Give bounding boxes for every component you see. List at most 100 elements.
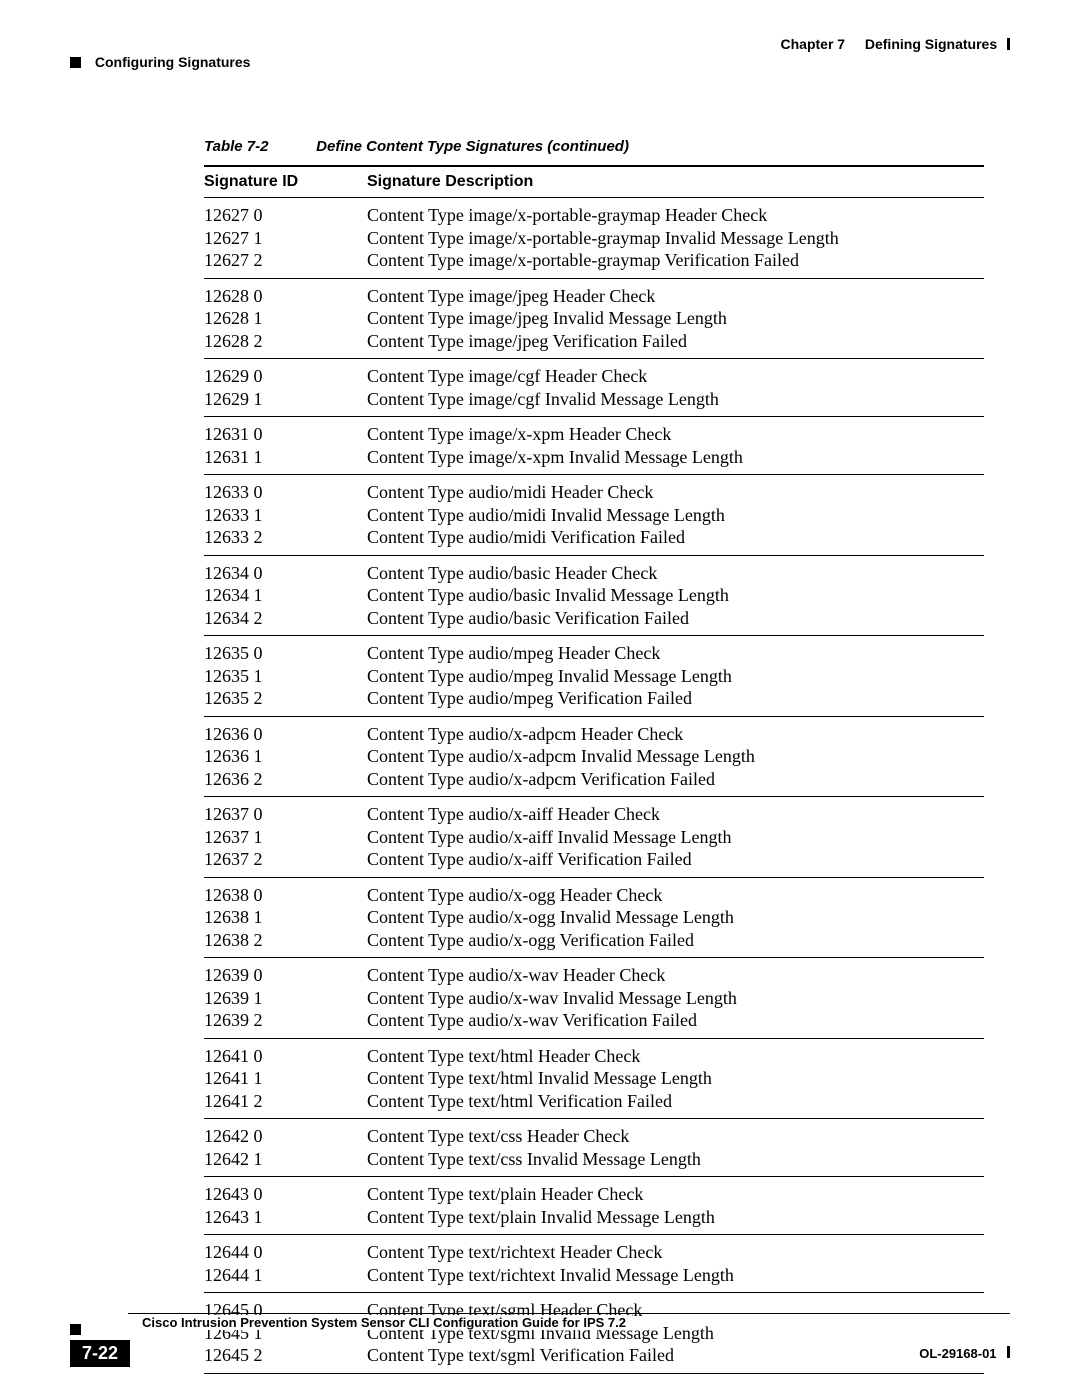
signature-id-line: 12636 1 bbox=[204, 745, 359, 768]
signature-id-line: 12628 2 bbox=[204, 330, 359, 353]
signature-id-line: 12635 0 bbox=[204, 642, 359, 665]
signature-desc-line: Content Type text/plain Invalid Message … bbox=[367, 1206, 976, 1229]
signature-desc-line: Content Type image/jpeg Header Check bbox=[367, 285, 976, 308]
cell-signature-id: 12627 012627 112627 2 bbox=[204, 198, 367, 279]
table-row: 12636 012636 112636 2Content Type audio/… bbox=[204, 716, 984, 797]
cell-signature-desc: Content Type audio/x-aiff Header CheckCo… bbox=[367, 797, 984, 878]
signature-id-line: 12627 1 bbox=[204, 227, 359, 250]
cell-signature-id: 12639 012639 112639 2 bbox=[204, 958, 367, 1039]
cell-signature-id: 12642 012642 1 bbox=[204, 1119, 367, 1177]
header-accent-bar bbox=[1007, 38, 1010, 50]
footer-rule bbox=[128, 1313, 1010, 1314]
signature-desc-line: Content Type text/richtext Header Check bbox=[367, 1241, 976, 1264]
signature-desc-line: Content Type audio/x-aiff Invalid Messag… bbox=[367, 826, 976, 849]
signature-desc-line: Content Type text/richtext Invalid Messa… bbox=[367, 1264, 976, 1287]
page-footer: Cisco Intrusion Prevention System Sensor… bbox=[70, 1313, 1010, 1367]
signature-desc-line: Content Type text/css Invalid Message Le… bbox=[367, 1148, 976, 1171]
cell-signature-id: 12631 012631 1 bbox=[204, 417, 367, 475]
signature-desc-line: Content Type audio/x-wav Header Check bbox=[367, 964, 976, 987]
table-row: 12634 012634 112634 2Content Type audio/… bbox=[204, 555, 984, 636]
signature-id-line: 12641 1 bbox=[204, 1067, 359, 1090]
table-row: 12629 012629 1Content Type image/cgf Hea… bbox=[204, 359, 984, 417]
signature-id-line: 12639 2 bbox=[204, 1009, 359, 1032]
signature-id-line: 12643 1 bbox=[204, 1206, 359, 1229]
signature-id-line: 12639 0 bbox=[204, 964, 359, 987]
table-row: 12644 012644 1 Content Type text/richtext… bbox=[204, 1235, 984, 1293]
signature-id-line: 12643 0 bbox=[204, 1183, 359, 1206]
chapter-title: Defining Signatures bbox=[865, 36, 997, 52]
book-title: Cisco Intrusion Prevention System Sensor… bbox=[142, 1315, 632, 1330]
table-row: 12638 012638 112638 2Content Type audio/… bbox=[204, 877, 984, 958]
signature-desc-line: Content Type audio/mpeg Invalid Message … bbox=[367, 665, 976, 688]
header-right: Chapter 7 Defining Signatures bbox=[781, 36, 1010, 52]
publication-id-wrap: OL-29168-01 bbox=[919, 1345, 1010, 1363]
signature-id-line: 12641 0 bbox=[204, 1045, 359, 1068]
signature-desc-line: Content Type audio/midi Header Check bbox=[367, 481, 976, 504]
table-row: 12627 012627 112627 2Content Type image/… bbox=[204, 198, 984, 279]
signature-desc-line: Content Type audio/mpeg Verification Fai… bbox=[367, 687, 976, 710]
signature-desc-line: Content Type audio/x-wav Verification Fa… bbox=[367, 1009, 976, 1032]
signature-desc-line: Content Type image/jpeg Invalid Message … bbox=[367, 307, 976, 330]
signature-id-line: 12641 2 bbox=[204, 1090, 359, 1113]
table-row: 12642 012642 1Content Type text/css Head… bbox=[204, 1119, 984, 1177]
table-row: 12639 012639 112639 2Content Type audio/… bbox=[204, 958, 984, 1039]
cell-signature-desc: Content Type text/richtext Header CheckC… bbox=[367, 1235, 984, 1293]
signature-id-line: 12636 2 bbox=[204, 768, 359, 791]
signature-id-line: 12634 2 bbox=[204, 607, 359, 630]
table-row: 12635 012635 112635 2Content Type audio/… bbox=[204, 636, 984, 717]
signature-id-line: 12633 1 bbox=[204, 504, 359, 527]
cell-signature-desc: Content Type text/html Header CheckConte… bbox=[367, 1038, 984, 1119]
signature-id-line: 12639 1 bbox=[204, 987, 359, 1010]
signature-desc-line: Content Type image/jpeg Verification Fai… bbox=[367, 330, 976, 353]
signature-desc-line: Content Type audio/basic Verification Fa… bbox=[367, 607, 976, 630]
signature-id-line: 12631 1 bbox=[204, 446, 359, 469]
signature-id-line: 12638 0 bbox=[204, 884, 359, 907]
signature-id-line: 12631 0 bbox=[204, 423, 359, 446]
cell-signature-desc: Content Type text/plain Header CheckCont… bbox=[367, 1177, 984, 1235]
signature-id-line: 12637 2 bbox=[204, 848, 359, 871]
publication-id: OL-29168-01 bbox=[919, 1346, 996, 1361]
signature-desc-line: Content Type audio/basic Invalid Message… bbox=[367, 584, 976, 607]
signature-id-line: 12627 0 bbox=[204, 204, 359, 227]
page: Chapter 7 Defining Signatures Configurin… bbox=[0, 0, 1080, 1397]
page-header: Chapter 7 Defining Signatures bbox=[70, 36, 1010, 52]
signature-id-line: 12628 0 bbox=[204, 285, 359, 308]
signature-desc-line: Content Type image/x-xpm Header Check bbox=[367, 423, 976, 446]
cell-signature-desc: Content Type audio/mpeg Header CheckCont… bbox=[367, 636, 984, 717]
table-row: 12631 012631 1Content Type image/x-xpm H… bbox=[204, 417, 984, 475]
cell-signature-desc: Content Type image/cgf Header CheckConte… bbox=[367, 359, 984, 417]
signature-id-line: 12627 2 bbox=[204, 249, 359, 272]
table-row: 12637 012637 112637 2Content Type audio/… bbox=[204, 797, 984, 878]
cell-signature-desc: Content Type audio/midi Header Check Cont… bbox=[367, 475, 984, 556]
table-row: 12641 012641 112641 2 Content Type text/h… bbox=[204, 1038, 984, 1119]
signature-id-line: 12636 0 bbox=[204, 723, 359, 746]
signature-id-line: 12644 1 bbox=[204, 1264, 359, 1287]
signature-desc-line: Content Type audio/x-adpcm Header Check bbox=[367, 723, 976, 746]
signature-desc-line: Content Type audio/basic Header Check bbox=[367, 562, 976, 585]
signature-desc-line: Content Type image/x-xpm Invalid Message… bbox=[367, 446, 976, 469]
signature-id-line: 12633 2 bbox=[204, 526, 359, 549]
table-title: Define Content Type Signatures (continue… bbox=[316, 138, 629, 155]
cell-signature-desc: Content Type audio/x-ogg Header CheckCon… bbox=[367, 877, 984, 958]
signature-id-line: 12642 1 bbox=[204, 1148, 359, 1171]
signature-id-line: 12644 0 bbox=[204, 1241, 359, 1264]
cell-signature-desc: Content Type audio/x-adpcm Header CheckC… bbox=[367, 716, 984, 797]
signature-desc-line: Content Type text/html Invalid Message L… bbox=[367, 1067, 976, 1090]
cell-signature-id: 12628 012628 112628 2 bbox=[204, 278, 367, 359]
signature-desc-line: Content Type audio/x-aiff Verification F… bbox=[367, 848, 976, 871]
signature-desc-line: Content Type audio/x-ogg Invalid Message… bbox=[367, 906, 976, 929]
cell-signature-desc: Content Type image/x-portable-graymap He… bbox=[367, 198, 984, 279]
signature-desc-line: Content Type audio/x-wav Invalid Message… bbox=[367, 987, 976, 1010]
table-area: Table 7-2 Define Content Type Signatures… bbox=[204, 138, 984, 1374]
signature-desc-line: Content Type text/html Verification Fail… bbox=[367, 1090, 976, 1113]
signature-desc-line: Content Type audio/mpeg Header Check bbox=[367, 642, 976, 665]
table-row: 12643 012643 1 Content Type text/plain He… bbox=[204, 1177, 984, 1235]
signature-desc-line: Content Type audio/midi Verification Fai… bbox=[367, 526, 976, 549]
signature-desc-line: Content Type audio/x-ogg Header Check bbox=[367, 884, 976, 907]
signature-desc-line: Content Type image/cgf Invalid Message L… bbox=[367, 388, 976, 411]
footer-accent-bar bbox=[1007, 1346, 1010, 1358]
signature-id-line: 12635 2 bbox=[204, 687, 359, 710]
column-header-id: Signature ID bbox=[204, 166, 367, 198]
cell-signature-id: 12636 012636 112636 2 bbox=[204, 716, 367, 797]
signature-desc-line: Content Type audio/x-ogg Verification Fa… bbox=[367, 929, 976, 952]
